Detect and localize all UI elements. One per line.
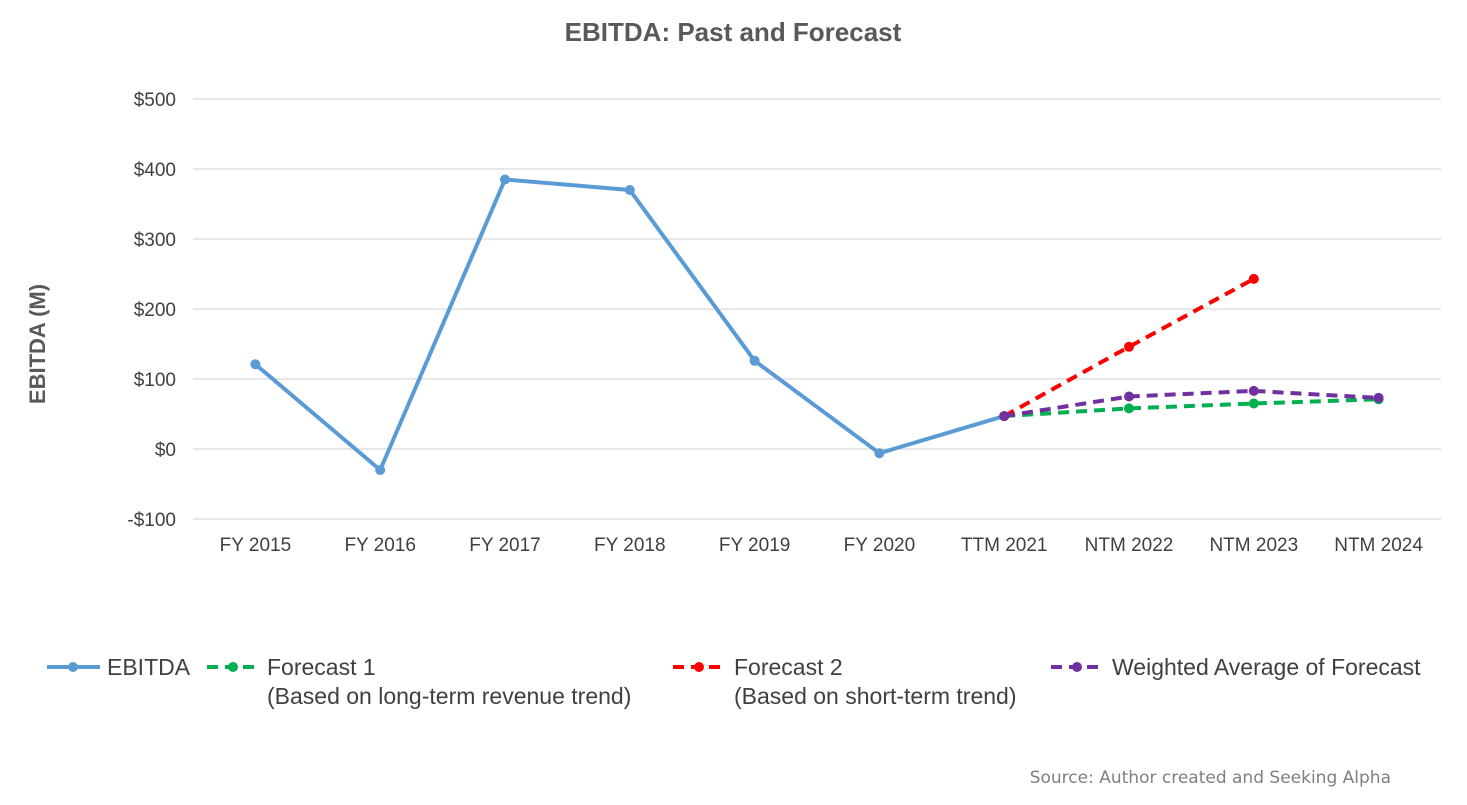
data-point-forecast-2 [1248,273,1259,284]
legend-item-weighted-average-of-forecast: Weighted Average of Forecast [1051,654,1421,680]
data-point-ebitda [500,174,510,185]
legend-item-ebitda: EBITDA [47,654,191,680]
y-tick-labels: $500 $400 $300 $200 $100 $0 -$100 [127,90,176,531]
legend-label: Forecast 1 [267,654,376,680]
legend-sublabel: (Based on short-term trend) [734,683,1017,709]
legend-label: Forecast 2 [734,654,843,680]
series-weighted-average-of-forecast [999,385,1384,422]
series-line-forecast-1 [1004,397,1379,419]
data-point-weighted-average-of-forecast [1248,385,1259,396]
legend-item-forecast-1: Forecast 1 (Based on long-term revenue tr… [207,654,631,709]
series-lines [250,174,1384,475]
y-tick-label: $200 [134,300,176,321]
x-tick-label: TTM 2021 [961,535,1048,556]
data-point-forecast-1 [1248,398,1259,409]
data-point-ebitda [250,359,261,370]
legend-swatch-marker [68,662,78,672]
x-tick-label: NTM 2024 [1334,535,1423,556]
data-point-weighted-average-of-forecast [1373,392,1384,403]
legend-label: Weighted Average of Forecast [1112,654,1421,680]
y-tick-label: $400 [134,160,176,181]
x-tick-label: FY 2017 [469,535,540,556]
x-tick-label: NTM 2022 [1085,535,1174,556]
y-tick-label: $300 [134,230,176,251]
series-line-weighted-average-of-forecast [1003,388,1379,419]
legend-swatch-marker [228,662,238,672]
y-tick-label: -$100 [127,510,176,531]
gridlines [193,98,1441,520]
x-tick-label: FY 2019 [719,535,790,556]
legend-label: EBITDA [107,654,191,680]
data-point-ebitda [375,465,386,475]
x-tick-labels: FY 2015 FY 2016 FY 2017 FY 2018 FY 2019 FY 20… [220,535,1424,556]
chart-title: EBITDA: Past and Forecast [565,17,902,47]
legend-item-forecast-2: Forecast 2 (Based on short-term trend) [673,654,1017,709]
y-axis-label: EBITDA (M) [25,284,50,404]
data-point-ebitda [624,185,635,195]
data-point-ebitda [749,355,760,366]
y-tick-label: $500 [134,90,176,111]
x-tick-label: FY 2015 [220,535,291,556]
legend: EBITDA Forecast 1 (Based on long-term reve… [47,654,1421,709]
data-point-weighted-average-of-forecast [1124,391,1134,402]
source-note: Source: Author created and Seeking Alpha [1030,768,1391,788]
series-forecast-1 [999,394,1384,422]
x-tick-label: FY 2020 [844,535,915,556]
legend-swatch-marker [1072,662,1082,672]
data-point-forecast-1 [1124,403,1134,414]
data-point-ebitda [874,448,885,459]
data-point-weighted-average-of-forecast [999,411,1010,422]
legend-swatch-marker [694,662,704,672]
x-tick-label: FY 2018 [594,535,665,556]
series-ebitda [250,174,1010,475]
series-line-forecast-2 [1003,277,1255,418]
legend-sublabel: (Based on long-term revenue trend) [267,683,631,709]
y-tick-label: $0 [155,440,176,461]
x-tick-label: NTM 2023 [1209,535,1298,556]
x-tick-label: FY 2016 [344,535,415,556]
series-line-ebitda [254,177,1005,472]
y-tick-label: $100 [134,370,176,391]
data-point-forecast-2 [1124,341,1134,352]
